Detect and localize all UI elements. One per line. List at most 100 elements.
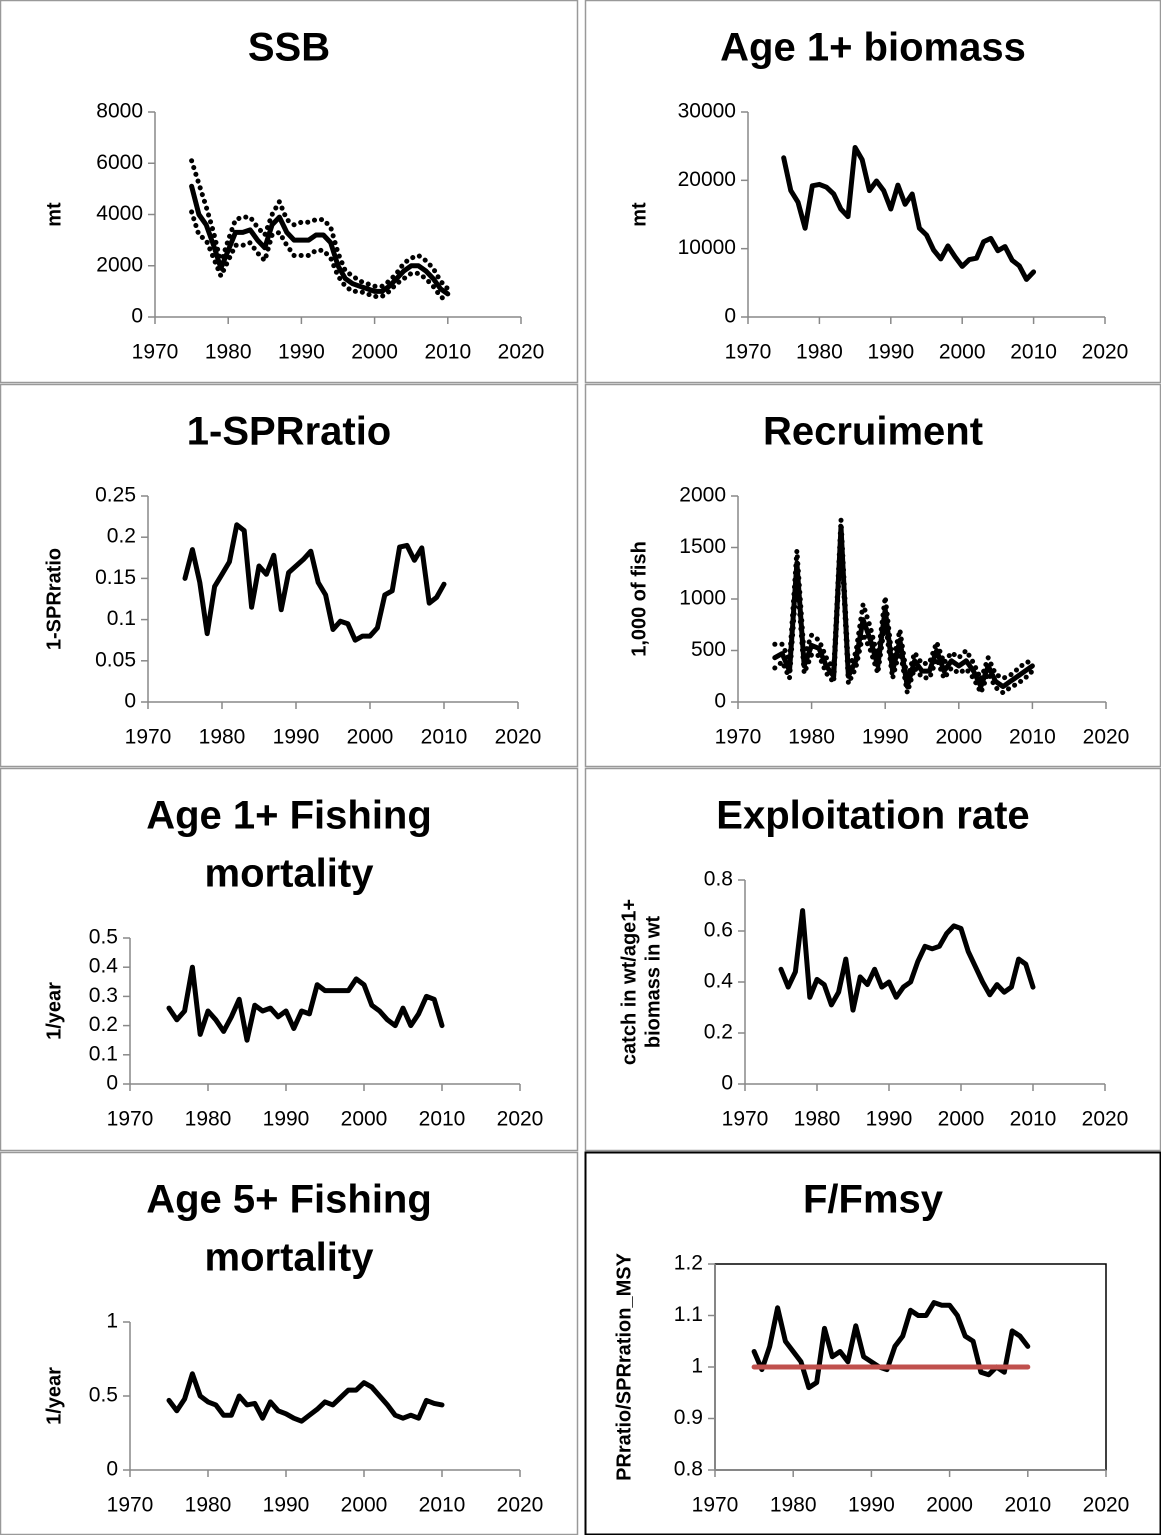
chart-title: Age 1+ Fishing xyxy=(146,794,432,838)
x-tick-label: 1970 xyxy=(125,726,172,749)
y-tick-label: 2000 xyxy=(96,253,143,276)
y-tick-label: 1.2 xyxy=(674,1252,703,1275)
chart-panel: 1-SPRratio 1-SPRratio 0 0.05 0.1 0.15 0.2 0.25 1… xyxy=(0,383,579,768)
y-axis-label: PRratio/SPRration_MSY xyxy=(613,1252,635,1480)
y-tick-label: 20000 xyxy=(678,168,736,191)
y-axis-label: 1,000 of fish xyxy=(628,541,650,657)
x-tick-label: 1990 xyxy=(866,1108,913,1131)
x-tick-label: 2000 xyxy=(939,341,986,364)
y-tick-label: 6000 xyxy=(96,151,143,174)
bound-line xyxy=(189,209,451,305)
chart-title: Recruiment xyxy=(763,410,983,454)
x-tick-label: 1980 xyxy=(788,726,835,749)
x-tick-label: 2020 xyxy=(497,1108,544,1131)
chart-panel: Exploitation rate catch in wt/age1+ biomas… xyxy=(584,767,1161,1152)
series-line xyxy=(182,522,447,643)
y-tick-label: 0.5 xyxy=(89,926,118,949)
x-tick-label: 1980 xyxy=(205,341,252,364)
y-tick-label: 0 xyxy=(124,690,136,713)
bound-line xyxy=(189,158,451,292)
chart-panel: Age 1+ Fishing mortality 1/year 0 0.1 0.2 0.3 0… xyxy=(0,767,579,1152)
bound-line xyxy=(772,532,1035,696)
x-tick-label: 2010 xyxy=(419,1494,466,1517)
y-tick-label: 0.1 xyxy=(107,607,136,630)
x-tick-label: 1990 xyxy=(263,1108,310,1131)
chart-panel: F/Fmsy PRratio/SPRration_MSY 0.8 0.9 1 1.1 1.2… xyxy=(584,1151,1161,1535)
x-tick-label: 2010 xyxy=(1009,726,1056,749)
y-tick-label: 0.6 xyxy=(704,919,733,942)
x-tick-label: 2000 xyxy=(341,1494,388,1517)
y-tick-label: 0.5 xyxy=(89,1384,118,1407)
chart-title: 1-SPRratio xyxy=(187,410,392,454)
x-tick-label: 2000 xyxy=(935,726,982,749)
series-line xyxy=(166,1371,445,1424)
y-tick-label: 0.8 xyxy=(704,868,733,891)
x-tick-label: 1990 xyxy=(263,1494,310,1517)
y-tick-label: 2000 xyxy=(679,484,726,507)
x-tick-label: 1970 xyxy=(692,1494,739,1517)
y-tick-label: 1 xyxy=(106,1310,118,1333)
x-tick-label: 1970 xyxy=(725,341,772,364)
y-tick-label: 0.2 xyxy=(704,1021,733,1044)
series-line xyxy=(751,1300,1031,1391)
chart-panel: Age 1+ biomass mt 0 10000 20000 30000 1970 1980… xyxy=(584,0,1161,384)
x-tick-label: 2010 xyxy=(419,1108,466,1131)
x-tick-label: 1970 xyxy=(715,726,762,749)
chart-panel: SSB mt 0 2000 4000 6000 8000 1970 1980 1990 2000 20… xyxy=(0,0,579,384)
y-tick-label: 10000 xyxy=(678,236,736,259)
x-tick-label: 2010 xyxy=(424,341,471,364)
y-tick-label: 0 xyxy=(131,305,143,328)
x-tick-label: 1980 xyxy=(185,1494,232,1517)
chart-title: F/Fmsy xyxy=(803,1178,944,1222)
x-tick-label: 1980 xyxy=(794,1108,841,1131)
y-axis-label: biomass in wt xyxy=(642,916,664,1049)
panel-border xyxy=(0,767,579,1152)
y-tick-label: 0.4 xyxy=(704,970,734,993)
y-tick-label: 0.25 xyxy=(95,484,136,507)
chart-title: mortality xyxy=(205,1236,375,1280)
y-tick-label: 30000 xyxy=(678,100,736,123)
x-tick-label: 1970 xyxy=(107,1494,154,1517)
x-tick-label: 1990 xyxy=(278,341,325,364)
series-line xyxy=(189,183,451,297)
x-tick-label: 1980 xyxy=(185,1108,232,1131)
chart-title: SSB xyxy=(248,26,330,70)
x-tick-label: 2010 xyxy=(421,726,468,749)
y-tick-label: 1500 xyxy=(679,535,726,558)
x-tick-label: 1990 xyxy=(848,1494,895,1517)
y-axis-label: catch in wt/age1+ xyxy=(618,899,640,1065)
y-tick-label: 0.15 xyxy=(95,566,136,589)
x-tick-label: 1990 xyxy=(862,726,909,749)
x-tick-label: 2000 xyxy=(347,726,394,749)
x-tick-label: 1970 xyxy=(722,1108,769,1131)
x-tick-label: 1970 xyxy=(132,341,179,364)
y-tick-label: 0.2 xyxy=(107,525,136,548)
y-tick-label: 4000 xyxy=(96,202,143,225)
y-tick-label: 0.1 xyxy=(89,1042,118,1065)
x-tick-label: 2000 xyxy=(341,1108,388,1131)
chart-title: Age 5+ Fishing xyxy=(146,1178,432,1222)
y-axis-label: 1-SPRratio xyxy=(43,548,65,650)
chart-panel: Age 5+ Fishing mortality 1/year 0 0.5 1 1970 19… xyxy=(0,1151,579,1535)
y-tick-label: 500 xyxy=(691,638,726,661)
y-axis-label: 1/year xyxy=(43,982,65,1040)
chart-title: Exploitation rate xyxy=(716,794,1029,838)
series-line xyxy=(166,964,445,1043)
y-tick-label: 0.2 xyxy=(89,1013,118,1036)
y-tick-label: 0.3 xyxy=(89,984,118,1007)
y-tick-label: 0 xyxy=(724,305,736,328)
x-tick-label: 2000 xyxy=(938,1108,985,1131)
chart-title: mortality xyxy=(205,852,375,896)
x-tick-label: 2020 xyxy=(1082,1108,1129,1131)
y-tick-label: 0 xyxy=(714,690,726,713)
y-tick-label: 0 xyxy=(106,1458,118,1481)
x-tick-label: 2020 xyxy=(1083,1494,1130,1517)
y-axis-label: mt xyxy=(43,202,65,227)
x-tick-label: 1980 xyxy=(770,1494,817,1517)
y-tick-label: 0.9 xyxy=(674,1406,703,1429)
x-tick-label: 1980 xyxy=(199,726,246,749)
x-tick-label: 2020 xyxy=(495,726,542,749)
panel-border xyxy=(0,383,579,768)
series-line xyxy=(778,908,1036,1013)
